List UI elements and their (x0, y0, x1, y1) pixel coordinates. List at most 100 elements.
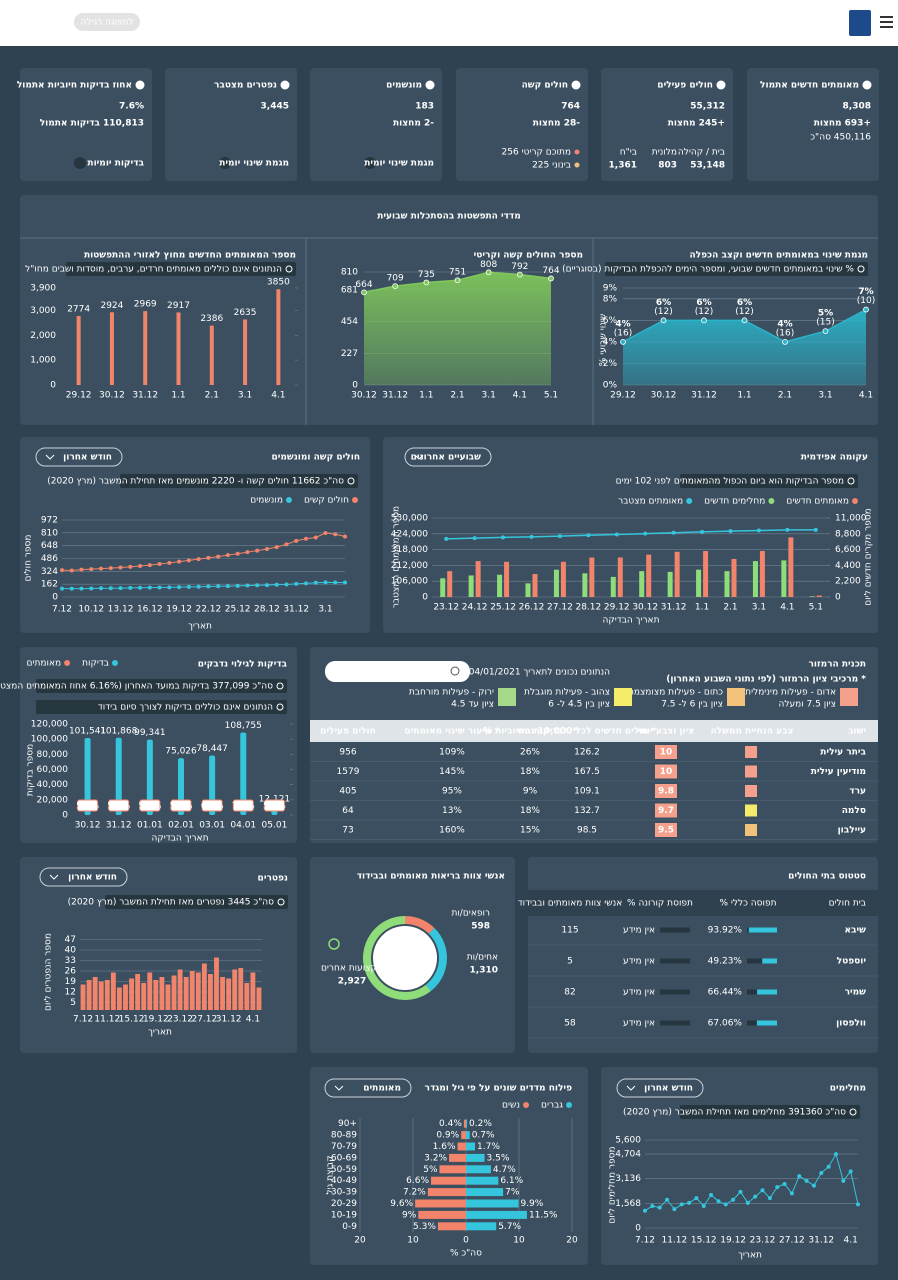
button-label: לתצוגה רגילה (80, 18, 133, 28)
value-label: 2774 (67, 305, 90, 315)
chart-title: חולים קשה ומונשמים (271, 453, 360, 463)
bar (129, 978, 134, 1010)
x-tick-label: 5.1 (809, 603, 823, 613)
bar (238, 968, 244, 1010)
search-placeholder: חיפוש ישוב (405, 668, 446, 678)
cell: 73 (342, 826, 353, 836)
bar (560, 561, 566, 597)
x-tick-label: 0 (463, 1236, 469, 1246)
point (284, 542, 289, 547)
x-tick-label: 03.01 (199, 821, 225, 831)
dropdown[interactable] (35, 447, 123, 467)
point (516, 271, 523, 278)
chevron (626, 1085, 636, 1091)
y-tick-label: 4,704 (615, 1150, 641, 1160)
x-tick-label: 3.1 (752, 603, 766, 613)
value-label: 12,121 (259, 794, 291, 804)
bar (76, 316, 81, 385)
point (501, 535, 506, 540)
dropdown[interactable] (616, 1078, 704, 1098)
staff-count: 115 (561, 926, 578, 936)
bar (214, 957, 219, 1010)
info-icon (328, 938, 340, 950)
cell: 167.5 (574, 767, 600, 777)
search-box[interactable] (325, 661, 470, 682)
point (822, 328, 829, 335)
bar (243, 319, 248, 385)
x-tick-label: 01.01 (137, 821, 163, 831)
bar (696, 569, 702, 597)
value-label: 75,026 (165, 747, 197, 757)
dropdown[interactable] (324, 1078, 412, 1098)
dropdown-label: חודש אחרון (644, 1084, 693, 1094)
point (392, 283, 399, 289)
point (206, 584, 211, 589)
point (856, 1202, 860, 1207)
bar (153, 980, 159, 1010)
point (108, 566, 113, 571)
rate-box (139, 799, 161, 812)
point (235, 583, 240, 588)
score-cell (655, 784, 677, 798)
occupancy-bar (757, 989, 777, 995)
point (723, 1202, 728, 1207)
point (186, 584, 191, 589)
hospital-name: וולפסון (836, 1019, 866, 1029)
bar (466, 1142, 476, 1151)
chart-icon (219, 157, 231, 169)
value-label: 735 (418, 270, 435, 280)
legend-label: חולים קשים (304, 496, 349, 506)
y-axis-label: קבוצת גיל (326, 1156, 336, 1195)
point (89, 586, 94, 591)
point (128, 585, 133, 590)
point (813, 527, 818, 532)
menu-icon[interactable] (880, 16, 893, 28)
value-label: 6% (737, 298, 752, 308)
dropdown[interactable] (404, 447, 492, 467)
page-title: נגיף הקורונה בישראל - תמונת מצב כללית (362, 13, 537, 23)
dropdown[interactable] (39, 867, 128, 887)
legend-dot (523, 1102, 530, 1108)
legend-dot (112, 660, 118, 666)
bar (466, 1153, 485, 1162)
kpi-footer: בדיקות יומיות (87, 159, 144, 169)
value-label: 764 (542, 266, 559, 276)
kpi-value: 764 (561, 102, 580, 112)
point (672, 1207, 677, 1212)
legend-dot (768, 498, 775, 504)
y-tick-label: 33 (65, 956, 76, 966)
cell: מודיעין עילית (811, 767, 866, 777)
x-tick-label: 24.12 (462, 603, 488, 613)
cell: 98.5 (577, 826, 597, 836)
logo-small: מדינת ישראל (783, 5, 833, 15)
x-tick-label: 1.1 (419, 391, 433, 401)
legend-label: כתום - פעילות מצומצמת (628, 688, 723, 698)
view-button[interactable] (74, 13, 140, 31)
info-icon (425, 80, 435, 90)
point (745, 1200, 750, 1205)
bar (788, 537, 794, 597)
value-label: 4% (777, 319, 792, 329)
point (700, 529, 705, 534)
legend-label: מאומתים מצטבר (618, 497, 683, 507)
kpi-line: 110,813 בדיקות אתמול (40, 119, 144, 129)
bar (639, 571, 645, 597)
occupancy-label: 49.23% (708, 957, 743, 967)
x-tick-label: 25.12 (225, 605, 251, 615)
slice-label: אחים/ות (467, 953, 498, 963)
x-tick-label: 1.1 (171, 391, 185, 401)
note: הנתונים אינם כוללים מאומתים חרדים, ערבים… (25, 265, 282, 275)
point (157, 585, 162, 590)
point (235, 551, 240, 556)
point (586, 533, 591, 538)
legend-swatch (727, 688, 745, 706)
point (264, 546, 269, 551)
cell: 109.1 (574, 787, 600, 797)
point (264, 583, 269, 588)
score-cell (655, 803, 677, 818)
x-tick-label: 1.1 (737, 391, 751, 401)
value-label: 0.7% (472, 1131, 495, 1141)
point (323, 580, 328, 585)
note-icon (847, 477, 855, 485)
